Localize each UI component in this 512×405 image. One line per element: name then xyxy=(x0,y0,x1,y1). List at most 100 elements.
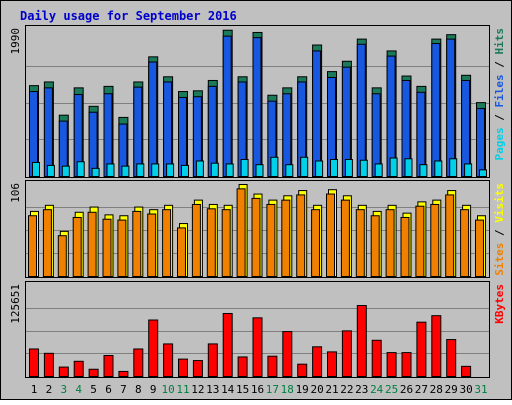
bar-kbytes-day-10 xyxy=(163,343,174,377)
bar-sites-day-9 xyxy=(147,213,157,277)
legend-separator: / xyxy=(493,55,506,75)
tick-label-day-5: 5 xyxy=(90,383,97,396)
bar-pages-day-13 xyxy=(210,162,219,178)
bar-kbytes-day-11 xyxy=(178,358,188,378)
bar-sites-day-31 xyxy=(475,219,484,277)
bar-sites-day-12 xyxy=(191,203,201,277)
bar-sites-day-19 xyxy=(296,194,306,278)
bar-pages-day-4 xyxy=(76,161,85,178)
bar-pages-day-22 xyxy=(344,159,353,178)
tick-label-day-23: 23 xyxy=(355,383,368,396)
bar-sites-day-26 xyxy=(400,216,410,277)
bar-kbytes-day-27 xyxy=(416,321,427,378)
bar-pages-day-7 xyxy=(121,165,130,178)
legend-sites-visits: Sites / Visits xyxy=(493,183,506,276)
bar-sites-day-2 xyxy=(42,209,52,277)
tick-label-day-29: 29 xyxy=(445,383,458,396)
bar-sites-day-24 xyxy=(370,215,380,278)
bar-pages-day-14 xyxy=(225,163,234,178)
bar-pages-day-11 xyxy=(181,164,189,178)
tick-label-day-2: 2 xyxy=(46,383,53,396)
bar-kbytes-day-28 xyxy=(431,315,442,377)
bar-pages-day-31 xyxy=(479,169,487,178)
bar-pages-day-19 xyxy=(300,156,309,178)
tick-label-day-7: 7 xyxy=(120,383,127,396)
bar-files-day-20 xyxy=(312,50,322,177)
bar-pages-day-12 xyxy=(195,160,204,178)
bar-pages-day-18 xyxy=(285,164,294,178)
tick-label-day-13: 13 xyxy=(206,383,219,396)
chart-title: Daily usage for September 2016 xyxy=(20,9,237,23)
legend-separator: / xyxy=(493,108,506,128)
panel-kbytes: 125651 KBytes xyxy=(9,281,506,378)
bar-kbytes-day-3 xyxy=(58,366,69,377)
bar-kbytes-day-24 xyxy=(371,339,382,377)
bar-files-day-9 xyxy=(148,61,158,178)
bar-pages-day-25 xyxy=(389,157,398,178)
legend-entry-sites: Sites xyxy=(493,243,506,276)
bar-sites-day-20 xyxy=(311,209,321,277)
bar-sites-day-11 xyxy=(177,227,186,277)
tick-label-day-9: 9 xyxy=(150,383,157,396)
tick-label-day-17: 17 xyxy=(266,383,279,396)
legend-entry-visits: Visits xyxy=(493,183,506,223)
tick-label-day-21: 21 xyxy=(325,383,338,396)
max-label-sites-visits: 106 xyxy=(9,183,22,203)
bar-sites-day-16 xyxy=(251,197,261,277)
bar-kbytes-day-30 xyxy=(461,365,472,378)
tick-label-day-25: 25 xyxy=(385,383,398,396)
bar-kbytes-day-25 xyxy=(386,352,397,377)
bar-sites-day-23 xyxy=(355,209,365,277)
bar-pages-day-27 xyxy=(419,164,428,178)
tick-label-day-10: 10 xyxy=(161,383,174,396)
bar-files-day-27 xyxy=(416,91,426,177)
bar-files-day-14 xyxy=(222,35,232,178)
bar-kbytes-day-26 xyxy=(401,352,412,377)
bar-files-day-2 xyxy=(43,87,53,177)
legend-entry-pages: Pages xyxy=(493,127,506,160)
tick-label-day-8: 8 xyxy=(135,383,142,396)
tick-label-day-11: 11 xyxy=(176,383,189,396)
legend-separator: / xyxy=(493,223,506,243)
tick-label-day-6: 6 xyxy=(105,383,112,396)
bar-sites-day-15 xyxy=(236,188,246,278)
bar-files-day-16 xyxy=(252,37,262,178)
bar-kbytes-day-20 xyxy=(312,346,323,377)
bar-files-day-8 xyxy=(133,86,143,177)
tick-label-day-14: 14 xyxy=(221,383,235,396)
bar-sites-day-30 xyxy=(460,209,470,277)
bar-sites-day-14 xyxy=(221,209,231,277)
bar-kbytes-day-18 xyxy=(282,331,293,377)
bar-kbytes-day-29 xyxy=(446,339,457,377)
bar-pages-day-15 xyxy=(240,159,249,178)
bar-kbytes-day-2 xyxy=(43,352,54,378)
legend-kbytes: KBytes xyxy=(493,284,506,324)
bar-pages-day-17 xyxy=(270,156,279,178)
bar-sites-day-25 xyxy=(385,209,395,277)
bar-files-day-18 xyxy=(282,93,292,177)
bar-kbytes-day-22 xyxy=(341,330,352,378)
tick-label-day-19: 19 xyxy=(296,383,309,396)
bar-pages-day-29 xyxy=(449,158,458,178)
bar-pages-day-20 xyxy=(315,160,324,178)
tick-label-day-3: 3 xyxy=(60,383,67,396)
panel-sites-visits: 106 Sites / Visits xyxy=(9,180,506,278)
bar-kbytes-day-17 xyxy=(267,355,278,378)
bar-pages-day-10 xyxy=(166,163,175,178)
bar-pages-day-1 xyxy=(32,161,40,178)
bar-sites-day-18 xyxy=(281,199,291,277)
bar-pages-day-3 xyxy=(61,165,70,178)
bar-pages-day-2 xyxy=(46,164,55,178)
tick-label-day-27: 27 xyxy=(415,383,428,396)
bar-kbytes-day-4 xyxy=(73,360,84,377)
bar-sites-day-4 xyxy=(72,216,82,277)
bar-files-day-28 xyxy=(431,43,441,178)
bar-kbytes-day-19 xyxy=(297,363,308,377)
bar-pages-day-6 xyxy=(106,163,115,178)
bar-kbytes-day-14 xyxy=(222,312,233,378)
bar-pages-day-30 xyxy=(464,163,473,178)
max-label-kbytes: 125651 xyxy=(9,284,22,324)
bar-kbytes-day-5 xyxy=(88,368,99,378)
